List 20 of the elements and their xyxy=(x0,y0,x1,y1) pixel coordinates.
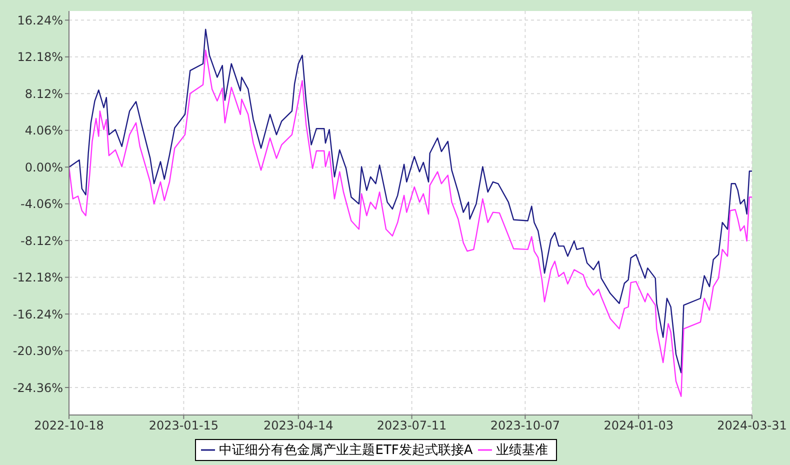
legend-label: 中证细分有色金属产业主题ETF发起式联接A xyxy=(219,442,473,459)
y-tick-label: 16.24% xyxy=(17,13,63,28)
legend-label: 业绩基准 xyxy=(496,442,548,459)
y-tick-label: 4.06% xyxy=(24,124,63,138)
y-tick-label: -20.30% xyxy=(12,344,63,358)
x-tick-label: 2023-04-14 xyxy=(264,418,334,433)
x-tick-label: 2023-01-15 xyxy=(148,418,219,433)
y-tick-label: -24.36% xyxy=(12,380,63,395)
x-tick-label: 2024-03-31 xyxy=(717,418,787,433)
y-tick-label: -16.24% xyxy=(12,307,63,322)
x-tick-label: 2023-07-11 xyxy=(376,418,447,433)
y-tick-label: -12.18% xyxy=(12,270,63,285)
x-tick-label: 2022-10-18 xyxy=(34,418,104,433)
x-tick-label: 2023-10-07 xyxy=(490,418,560,433)
y-tick-label: 0.00% xyxy=(24,160,63,174)
y-tick-label: 8.12% xyxy=(24,86,63,101)
y-tick-label: -4.06% xyxy=(20,197,63,212)
x-tick-label: 2024-01-03 xyxy=(604,418,674,433)
y-tick-label: -8.12% xyxy=(20,234,63,248)
y-tick-label: 12.18% xyxy=(17,50,63,64)
